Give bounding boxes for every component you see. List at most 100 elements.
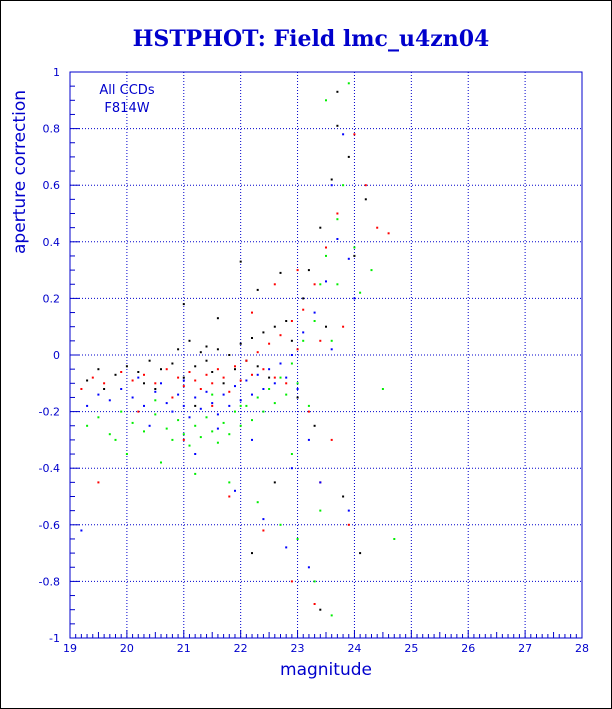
data-point — [330, 184, 333, 187]
data-point — [330, 438, 333, 441]
data-point — [325, 325, 327, 328]
data-point — [347, 257, 350, 260]
data-point — [370, 269, 373, 272]
x-tick-label: 20 — [120, 642, 134, 655]
data-point — [239, 404, 242, 407]
y-tick-label: 0 — [53, 349, 60, 362]
data-point — [342, 325, 345, 328]
data-point — [182, 379, 185, 382]
data-point — [393, 538, 396, 540]
y-tick-label: -1 — [49, 632, 60, 645]
y-tick-label: -0.2 — [39, 406, 60, 419]
data-point — [279, 334, 282, 337]
data-point — [302, 339, 305, 342]
data-point — [290, 320, 293, 322]
data-point — [216, 427, 219, 430]
data-point — [199, 388, 202, 390]
data-point — [234, 368, 236, 371]
data-point — [285, 393, 288, 396]
data-point — [296, 382, 299, 385]
data-point — [205, 359, 208, 362]
data-point — [285, 382, 288, 385]
data-point — [165, 427, 168, 430]
data-point — [125, 365, 128, 368]
data-point — [239, 342, 242, 345]
data-point — [205, 416, 208, 419]
data-point — [80, 529, 83, 532]
data-point — [313, 283, 316, 286]
data-point — [171, 410, 174, 413]
data-point — [290, 354, 293, 356]
data-point — [182, 303, 185, 306]
data-point — [273, 283, 276, 286]
data-point — [273, 402, 276, 405]
y-axis-label: aperture correction — [10, 90, 30, 254]
data-point — [205, 390, 208, 393]
data-point — [120, 410, 123, 413]
data-point — [251, 552, 253, 555]
data-point — [336, 124, 339, 127]
data-point — [290, 362, 293, 365]
data-point — [296, 388, 299, 390]
data-point — [251, 419, 253, 422]
data-point — [256, 365, 259, 368]
data-point — [296, 269, 299, 272]
data-point — [211, 393, 214, 396]
data-point — [199, 436, 202, 439]
annotation-ccds: All CCDs — [99, 83, 154, 98]
data-point — [103, 388, 106, 390]
data-point — [342, 495, 345, 498]
data-point — [228, 354, 231, 356]
data-point — [80, 388, 83, 390]
data-point — [171, 362, 174, 365]
data-point — [325, 254, 327, 257]
data-point — [313, 424, 316, 427]
data-point — [86, 424, 89, 427]
data-point — [137, 376, 140, 379]
data-point — [302, 308, 305, 311]
annotation-filter: F814W — [104, 101, 149, 116]
x-tick-label: 27 — [518, 642, 532, 655]
data-point — [120, 371, 123, 373]
data-point — [251, 311, 253, 314]
data-point — [199, 351, 202, 354]
x-tick-label: 21 — [177, 642, 191, 655]
data-point — [194, 365, 197, 368]
data-point — [262, 388, 265, 390]
data-point — [188, 339, 191, 342]
y-tick-label: -0.8 — [39, 575, 60, 588]
data-point — [239, 260, 242, 263]
data-point — [91, 376, 94, 379]
data-point — [182, 376, 185, 379]
data-point — [325, 280, 327, 283]
data-point — [120, 388, 123, 390]
data-point — [330, 614, 333, 617]
data-point — [234, 410, 236, 413]
data-point — [251, 373, 253, 376]
data-point — [296, 396, 299, 399]
data-point — [97, 416, 100, 419]
data-point — [165, 402, 168, 405]
axis-ticks: 19 20 21 22 23 24 25 26 27 28 -1 -0.8 -0.6 -0.4 -0.2 0 0… — [39, 66, 589, 655]
data-point — [148, 359, 151, 362]
data-point — [154, 382, 157, 385]
data-point — [302, 297, 305, 300]
data-point — [143, 404, 145, 407]
data-point — [296, 538, 299, 540]
data-point — [228, 404, 231, 407]
data-point — [256, 501, 259, 504]
x-tick-label: 24 — [347, 642, 361, 655]
data-point — [211, 430, 214, 433]
data-point — [171, 396, 174, 399]
data-point — [177, 376, 180, 379]
data-point — [268, 368, 271, 371]
data-point — [359, 291, 362, 294]
data-point — [97, 481, 100, 484]
data-points — [80, 82, 396, 617]
data-point — [216, 317, 219, 320]
data-point — [251, 337, 253, 339]
data-point — [279, 376, 282, 379]
data-point — [285, 320, 288, 322]
x-axis-label: magnitude — [280, 660, 372, 680]
data-point — [103, 382, 106, 385]
